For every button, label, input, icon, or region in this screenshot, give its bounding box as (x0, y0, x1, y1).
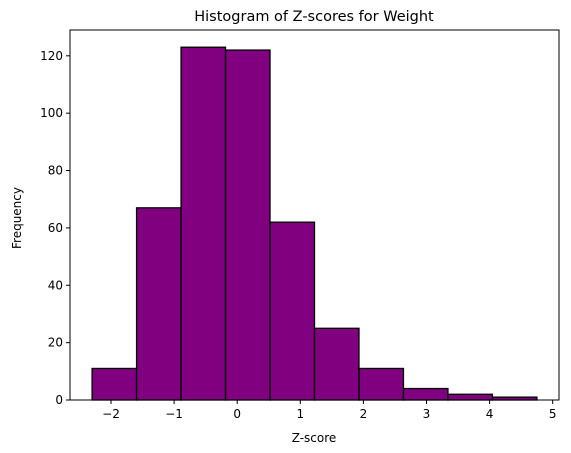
x-tick-label: −2 (102, 407, 120, 421)
y-tick-label: 120 (40, 49, 63, 63)
x-tick-label: 5 (549, 407, 557, 421)
y-tick-label: 0 (55, 393, 63, 407)
histogram-bar (224, 49, 271, 401)
x-tick-label: 3 (423, 407, 431, 421)
x-tick-label: 2 (360, 407, 368, 421)
y-tick-label: 60 (48, 221, 63, 235)
x-tick-label: 4 (486, 407, 494, 421)
x-axis-ticks: −2 −1 0 1 2 3 4 5 (102, 400, 557, 421)
chart-title: Histogram of Z-scores for Weight (194, 9, 434, 25)
histogram-bar (180, 46, 227, 401)
y-tick-label: 100 (40, 106, 63, 120)
histogram-bar (91, 367, 138, 401)
histogram-bar (313, 327, 360, 401)
y-tick-label: 80 (48, 164, 63, 178)
histogram-bar (269, 221, 316, 401)
histogram-bar (135, 207, 182, 401)
x-axis-label: Z-score (292, 431, 337, 445)
x-tick-label: 1 (296, 407, 304, 421)
y-axis-ticks: 0 20 40 60 80 100 120 (40, 49, 70, 407)
y-tick-label: 20 (48, 336, 63, 350)
x-tick-label: 0 (233, 407, 241, 421)
histogram-bar (358, 367, 405, 401)
bars-group (91, 46, 538, 401)
plot-frame (69, 29, 560, 401)
y-axis-label: Frequency (10, 187, 24, 249)
histogram-bar (447, 393, 494, 401)
histogram-bar (402, 387, 449, 401)
y-tick-label: 40 (48, 278, 63, 292)
x-tick-label: −1 (165, 407, 183, 421)
